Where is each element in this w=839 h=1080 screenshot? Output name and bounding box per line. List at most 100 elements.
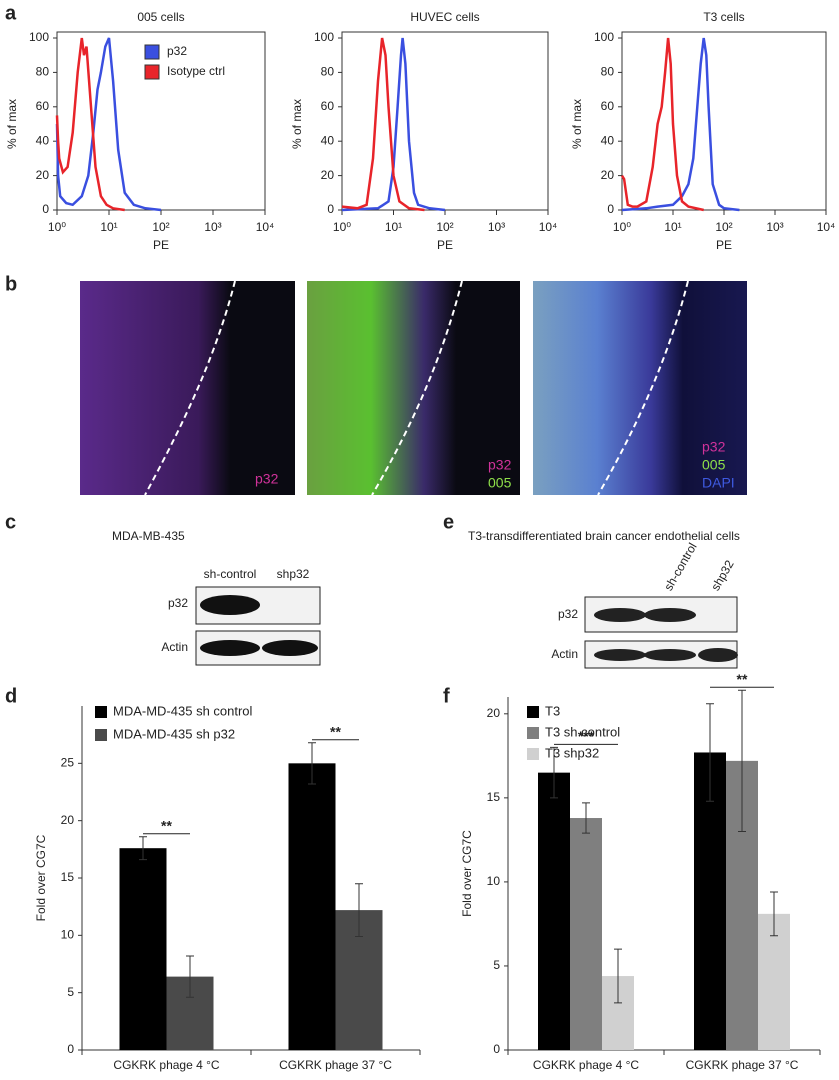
y-axis-label: % of max <box>290 99 304 149</box>
x-tick-label: 10⁴ <box>256 220 275 234</box>
legend-label: T3 sh control <box>545 724 620 739</box>
y-tick-label: 80 <box>321 65 335 79</box>
y-tick-label: 20 <box>601 168 615 182</box>
y-tick-label: 25 <box>61 756 75 770</box>
western-blot: MDA-MB-435 sh-control shp32 p32 Actin <box>112 529 321 666</box>
legend-label: T3 <box>545 703 560 718</box>
error-bar <box>770 891 778 937</box>
y-tick-label: 10 <box>487 874 501 888</box>
panel-label: f <box>443 685 450 707</box>
y-tick-label: 60 <box>601 99 615 113</box>
histogram-line <box>621 37 740 212</box>
error-bar <box>186 955 194 998</box>
significance-label: *** <box>578 728 595 744</box>
western-blot: T3-transdifferentiated brain cancer endo… <box>468 529 740 669</box>
x-tick-label: CGKRK phage 37 °C <box>686 1058 799 1072</box>
error-bar <box>582 802 590 834</box>
micrograph: p32 005 <box>307 280 520 496</box>
y-tick-label: 10 <box>61 928 75 942</box>
y-tick-label: 40 <box>601 133 615 147</box>
y-tick-label: 20 <box>36 168 50 182</box>
y-tick-label: 20 <box>321 168 335 182</box>
error-bar <box>738 689 746 832</box>
x-tick-label: 10² <box>436 220 453 234</box>
image-label: p32 <box>702 439 726 455</box>
y-tick-label: 40 <box>321 133 335 147</box>
histogram-line <box>55 37 162 212</box>
y-tick-label: 80 <box>601 65 615 79</box>
y-tick-label: 80 <box>36 65 50 79</box>
y-tick-label: 0 <box>42 202 49 216</box>
y-tick-label: 0 <box>607 202 614 216</box>
legend-swatch <box>527 748 539 760</box>
panel-label: a <box>5 2 17 24</box>
lane-label: sh-control <box>204 567 257 581</box>
histogram-line <box>55 37 125 212</box>
legend-swatch <box>527 706 539 718</box>
histogram-line <box>620 37 704 212</box>
y-tick-label: 20 <box>61 813 75 827</box>
y-tick-label: 0 <box>493 1042 500 1056</box>
x-tick-label: CGKRK phage 37 °C <box>279 1058 392 1072</box>
chart-title: T3 cells <box>703 10 744 24</box>
panel-label: e <box>443 511 454 533</box>
row-label: p32 <box>168 596 188 610</box>
panel-label: b <box>5 273 17 295</box>
error-bar <box>355 883 363 937</box>
x-tick-label: CGKRK phage 4 °C <box>113 1058 220 1072</box>
chart-title: 005 cells <box>137 10 184 24</box>
x-tick-label: CGKRK phage 4 °C <box>533 1058 640 1072</box>
y-tick-label: 40 <box>36 133 50 147</box>
x-tick-label: 10³ <box>204 220 221 234</box>
legend-label: Isotype ctrl <box>167 64 225 78</box>
lane-label: sh-control <box>661 540 699 593</box>
legend-swatch <box>95 706 107 718</box>
x-tick-label: 10⁰ <box>333 220 351 234</box>
image-label: p32 <box>488 457 512 473</box>
micrograph: p32 <box>80 280 295 496</box>
image-label: DAPI <box>702 475 735 491</box>
row-label: Actin <box>551 647 578 661</box>
x-tick-label: 10¹ <box>100 220 117 234</box>
image-label: p32 <box>255 471 279 487</box>
x-axis-label: PE <box>437 238 453 252</box>
blot-title: T3-transdifferentiated brain cancer endo… <box>468 529 740 543</box>
x-axis-label: PE <box>153 238 169 252</box>
bar <box>288 763 336 1050</box>
bar <box>758 913 790 1050</box>
bar <box>538 772 570 1050</box>
legend-label: MDA-MD-435 sh p32 <box>113 726 235 741</box>
row-label: p32 <box>558 607 578 621</box>
legend-swatch <box>144 44 160 60</box>
error-bar <box>614 948 622 1004</box>
legend-swatch <box>144 64 160 80</box>
x-tick-label: 10⁴ <box>817 220 836 234</box>
legend-swatch <box>95 729 107 741</box>
y-tick-label: 5 <box>67 985 74 999</box>
x-tick-label: 10³ <box>766 220 783 234</box>
x-tick-label: 10⁴ <box>539 220 558 234</box>
y-tick-label: 100 <box>29 30 49 44</box>
x-axis-label: PE <box>716 238 732 252</box>
image-label: 005 <box>488 475 512 491</box>
y-tick-label: 100 <box>594 30 614 44</box>
legend-label: MDA-MD-435 sh control <box>113 703 253 718</box>
panel-label: c <box>5 511 16 533</box>
x-tick-label: 10² <box>715 220 732 234</box>
y-tick-label: 60 <box>36 99 50 113</box>
x-tick-label: 10⁰ <box>613 220 631 234</box>
y-tick-label: 0 <box>67 1042 74 1056</box>
histogram-line <box>341 37 446 212</box>
legend-label: p32 <box>167 44 187 58</box>
plot-frame <box>621 31 827 211</box>
lane-label: shp32 <box>708 557 737 593</box>
y-tick-label: 20 <box>487 706 501 720</box>
y-axis-label: % of max <box>570 99 584 149</box>
error-bar <box>139 836 147 861</box>
y-axis-label: Fold over CG7C <box>460 830 474 917</box>
significance-label: ** <box>737 671 748 687</box>
x-tick-label: 10⁰ <box>48 220 66 234</box>
x-tick-label: 10² <box>152 220 169 234</box>
error-bar <box>706 703 714 802</box>
